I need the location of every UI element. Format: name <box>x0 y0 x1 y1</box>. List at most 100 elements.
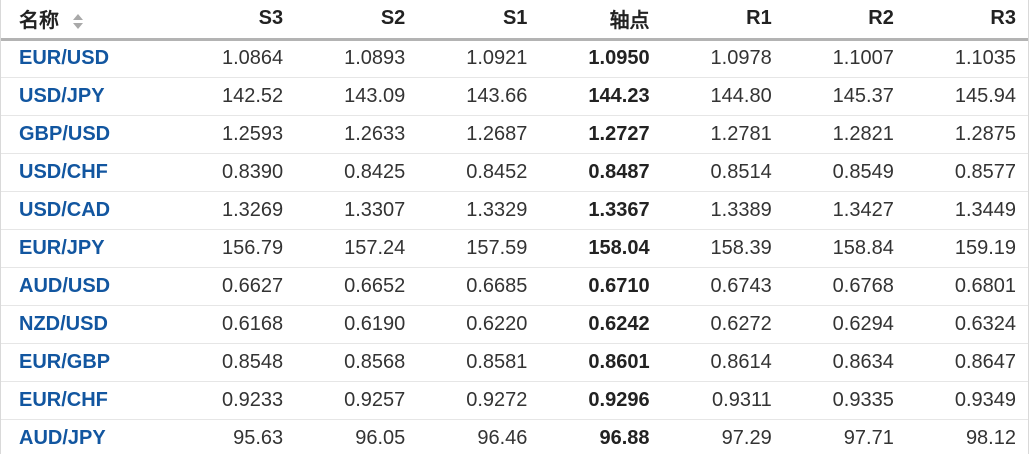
r3-value-cell: 159.19 <box>905 229 1028 268</box>
s1-value-cell: 157.59 <box>417 229 540 268</box>
s1-value-cell: 96.46 <box>417 419 540 454</box>
pivot-value-cell: 1.0950 <box>539 39 662 78</box>
currency-pair-link[interactable]: GBP/USD <box>19 122 111 145</box>
r1-value-cell: 1.2781 <box>661 115 784 154</box>
r1-value-cell: 1.3389 <box>661 191 784 230</box>
s2-value-cell: 157.24 <box>295 229 418 268</box>
s1-value-cell: 0.8581 <box>417 343 540 382</box>
s2-value-cell: 0.6652 <box>295 267 418 306</box>
r3-value-cell: 1.2875 <box>905 115 1028 154</box>
r1-value-cell: 1.0978 <box>661 39 784 78</box>
table-row: AUD/USD 0.6627 0.6652 0.6685 0.6710 0.6743 0.6… <box>1 267 1028 306</box>
pivot-value-cell: 1.3367 <box>539 191 662 230</box>
r3-value-cell: 0.6801 <box>905 267 1028 306</box>
r1-value-cell: 144.80 <box>661 77 784 116</box>
table-row: EUR/CHF 0.9233 0.9257 0.9272 0.9296 0.9311 0.9… <box>1 381 1028 420</box>
s2-value-cell: 0.9257 <box>295 381 418 420</box>
s3-value-cell: 156.79 <box>173 229 296 268</box>
r3-value-cell: 0.9349 <box>905 381 1028 420</box>
r2-value-cell: 0.9335 <box>783 381 906 420</box>
column-header-s3: S3 <box>173 0 296 41</box>
r2-value-cell: 145.37 <box>783 77 906 116</box>
currency-pair-link[interactable]: AUD/USD <box>19 274 111 297</box>
pivot-value-cell: 1.2727 <box>539 115 662 154</box>
r3-value-cell: 0.6324 <box>905 305 1028 344</box>
pivot-value-cell: 144.23 <box>539 77 662 116</box>
pair-cell: USD/JPY <box>1 77 173 116</box>
r2-value-cell: 0.6768 <box>783 267 906 306</box>
column-header-name-label: 名称 <box>19 10 59 33</box>
table-body: EUR/USD 1.0864 1.0893 1.0921 1.0950 1.0978 1.1… <box>1 39 1028 454</box>
r1-value-cell: 0.8514 <box>661 153 784 192</box>
table-row: GBP/USD 1.2593 1.2633 1.2687 1.2727 1.2781 1.2… <box>1 115 1028 154</box>
r3-value-cell: 1.1035 <box>905 39 1028 78</box>
r3-value-cell: 145.94 <box>905 77 1028 116</box>
pivot-value-cell: 0.8487 <box>539 153 662 192</box>
currency-pair-link[interactable]: EUR/GBP <box>19 350 111 373</box>
currency-pair-link[interactable]: AUD/JPY <box>19 426 106 449</box>
header-row: 名称 S3 S2 S1 轴点 R1 R2 R3 <box>1 0 1028 41</box>
table-row: USD/CHF 0.8390 0.8425 0.8452 0.8487 0.8514 0.8… <box>1 153 1028 192</box>
pivot-value-cell: 158.04 <box>539 229 662 268</box>
r2-value-cell: 1.2821 <box>783 115 906 154</box>
s3-value-cell: 1.2593 <box>173 115 296 154</box>
table-row: USD/CAD 1.3269 1.3307 1.3329 1.3367 1.3389 1.3… <box>1 191 1028 230</box>
pair-cell: EUR/GBP <box>1 343 173 382</box>
currency-pair-link[interactable]: USD/CHF <box>19 160 108 183</box>
s1-value-cell: 0.6220 <box>417 305 540 344</box>
s2-value-cell: 1.0893 <box>295 39 418 78</box>
table-row: NZD/USD 0.6168 0.6190 0.6220 0.6242 0.6272 0.6… <box>1 305 1028 344</box>
r2-value-cell: 0.8549 <box>783 153 906 192</box>
s3-value-cell: 95.63 <box>173 419 296 454</box>
currency-pair-link[interactable]: USD/JPY <box>19 84 105 107</box>
column-header-r1: R1 <box>661 0 784 41</box>
s3-value-cell: 0.8390 <box>173 153 296 192</box>
r2-value-cell: 1.1007 <box>783 39 906 78</box>
s2-value-cell: 0.8568 <box>295 343 418 382</box>
currency-pair-link[interactable]: NZD/USD <box>19 312 108 335</box>
pair-cell: EUR/CHF <box>1 381 173 420</box>
column-header-pivot: 轴点 <box>539 0 662 41</box>
currency-pair-link[interactable]: EUR/USD <box>19 47 110 69</box>
s1-value-cell: 0.9272 <box>417 381 540 420</box>
currency-pair-link[interactable]: USD/CAD <box>19 198 111 221</box>
r1-value-cell: 0.6272 <box>661 305 784 344</box>
pair-cell: NZD/USD <box>1 305 173 344</box>
s3-value-cell: 1.0864 <box>173 39 296 78</box>
r1-value-cell: 0.8614 <box>661 343 784 382</box>
sort-arrows-icon[interactable] <box>72 14 83 30</box>
s3-value-cell: 0.6168 <box>173 305 296 344</box>
s3-value-cell: 0.9233 <box>173 381 296 420</box>
pivot-value-cell: 0.6710 <box>539 267 662 306</box>
sort-ascending-icon <box>72 14 83 21</box>
r1-value-cell: 0.9311 <box>661 381 784 420</box>
r2-value-cell: 97.71 <box>783 419 906 454</box>
s2-value-cell: 1.3307 <box>295 191 418 230</box>
pair-cell: EUR/USD <box>1 39 173 78</box>
pair-cell: GBP/USD <box>1 115 173 154</box>
r2-value-cell: 0.6294 <box>783 305 906 344</box>
currency-pair-link[interactable]: EUR/JPY <box>19 236 105 259</box>
pivot-value-cell: 0.8601 <box>539 343 662 382</box>
r2-value-cell: 1.3427 <box>783 191 906 230</box>
pivot-value-cell: 0.6242 <box>539 305 662 344</box>
pair-cell: AUD/JPY <box>1 419 173 454</box>
sort-descending-icon <box>72 23 83 30</box>
s2-value-cell: 0.6190 <box>295 305 418 344</box>
r1-value-cell: 158.39 <box>661 229 784 268</box>
r2-value-cell: 0.8634 <box>783 343 906 382</box>
currency-pair-link[interactable]: EUR/CHF <box>19 388 108 411</box>
column-header-s1: S1 <box>417 0 540 41</box>
column-header-name[interactable]: 名称 <box>1 0 173 41</box>
s1-value-cell: 1.0921 <box>417 39 540 78</box>
s2-value-cell: 143.09 <box>295 77 418 116</box>
table-row: EUR/GBP 0.8548 0.8568 0.8581 0.8601 0.8614 0.8… <box>1 343 1028 382</box>
s1-value-cell: 143.66 <box>417 77 540 116</box>
r1-value-cell: 97.29 <box>661 419 784 454</box>
column-header-r2: R2 <box>783 0 906 41</box>
s2-value-cell: 96.05 <box>295 419 418 454</box>
s1-value-cell: 1.3329 <box>417 191 540 230</box>
r3-value-cell: 1.3449 <box>905 191 1028 230</box>
pivot-value-cell: 96.88 <box>539 419 662 454</box>
